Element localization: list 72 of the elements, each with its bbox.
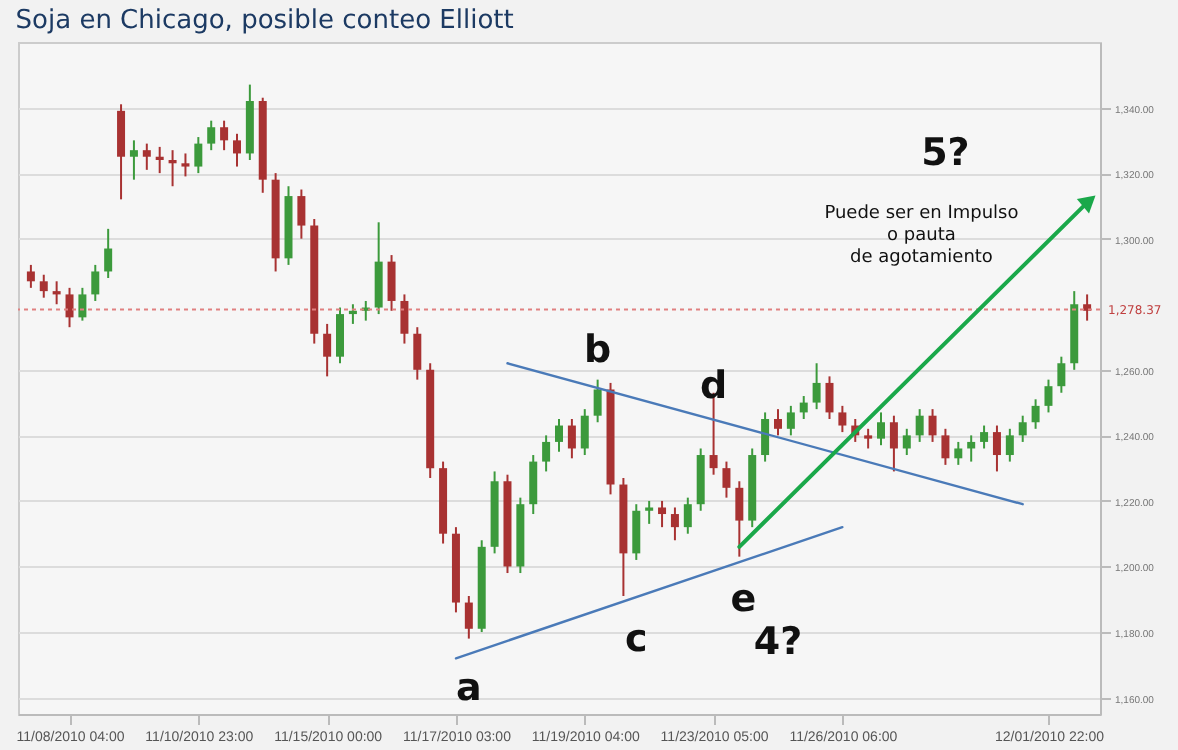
candlestick: [812, 362, 821, 411]
candlestick: [529, 454, 538, 516]
candlestick: [1083, 293, 1092, 322]
candlestick: [1044, 378, 1053, 414]
candlestick: [954, 440, 963, 466]
candlestick: [670, 506, 679, 542]
candlestick: [773, 408, 782, 437]
annotation: 4?: [753, 619, 803, 664]
candlestick: [194, 136, 203, 175]
candlestick: [232, 132, 241, 168]
candlestick: [928, 408, 937, 443]
candlestick: [26, 263, 35, 289]
candlestick: [297, 188, 306, 240]
candlestick: [864, 427, 873, 450]
annotation: d: [699, 364, 728, 409]
candlestick: [1031, 398, 1040, 430]
candlestick: [91, 263, 100, 302]
candlestick: [980, 424, 989, 450]
candlestick: [992, 424, 1001, 473]
candlestick: [735, 480, 744, 558]
candlestick: [799, 395, 808, 420]
candlestick: [323, 322, 332, 378]
candlestick: [761, 411, 770, 463]
candlestick: [542, 434, 551, 473]
annotation: e: [730, 577, 757, 622]
annotation: a: [456, 665, 482, 710]
candlestick: [65, 286, 74, 329]
candlestick: [889, 414, 898, 473]
candlestick: [580, 408, 589, 457]
candlestick: [336, 306, 345, 365]
candlestick: [838, 404, 847, 434]
candlestick: [567, 417, 576, 460]
candlestick: [168, 149, 177, 188]
candlestick: [902, 427, 911, 457]
candlestick: [52, 280, 61, 306]
candlestick: [915, 408, 924, 443]
candlestick: [142, 142, 151, 171]
candlestick: [825, 375, 834, 420]
candlestick: [220, 119, 229, 152]
annotation: b: [584, 328, 612, 373]
candlestick: [387, 254, 396, 312]
annotation: Puede ser en Impulso o pauta de agotamiento: [824, 204, 1020, 269]
candlestick: [1005, 427, 1014, 463]
candlestick: [632, 503, 641, 561]
candlestick: [78, 286, 87, 322]
candlestick: [645, 499, 654, 525]
candlestick: [374, 221, 383, 316]
candlestick: [117, 103, 126, 201]
candlestick: [722, 460, 731, 499]
candlestick: [155, 145, 164, 175]
candlestick: [348, 303, 357, 325]
candlestick: [941, 427, 950, 466]
candlestick: [1057, 355, 1066, 394]
candlestick: [683, 496, 692, 535]
candlestick: [593, 378, 602, 424]
candlestick: [104, 227, 113, 280]
candlestick: [39, 273, 48, 299]
annotation: c: [625, 616, 648, 661]
candlestick: [400, 293, 409, 345]
candlestick: [786, 404, 795, 437]
chart-title: Soja en Chicago, posible conteo Elliott: [15, 6, 514, 36]
candlestick: [207, 119, 216, 152]
candlestick: [877, 411, 886, 447]
candlestick: [181, 152, 190, 178]
candlestick: [464, 594, 473, 640]
candlestick: [413, 326, 422, 381]
candlestick: [555, 417, 563, 453]
candlestick: [1018, 414, 1027, 443]
candlestick: [658, 499, 667, 529]
candlestick: [967, 434, 976, 463]
annotation: 5?: [921, 131, 970, 176]
candlestick: [129, 139, 138, 181]
